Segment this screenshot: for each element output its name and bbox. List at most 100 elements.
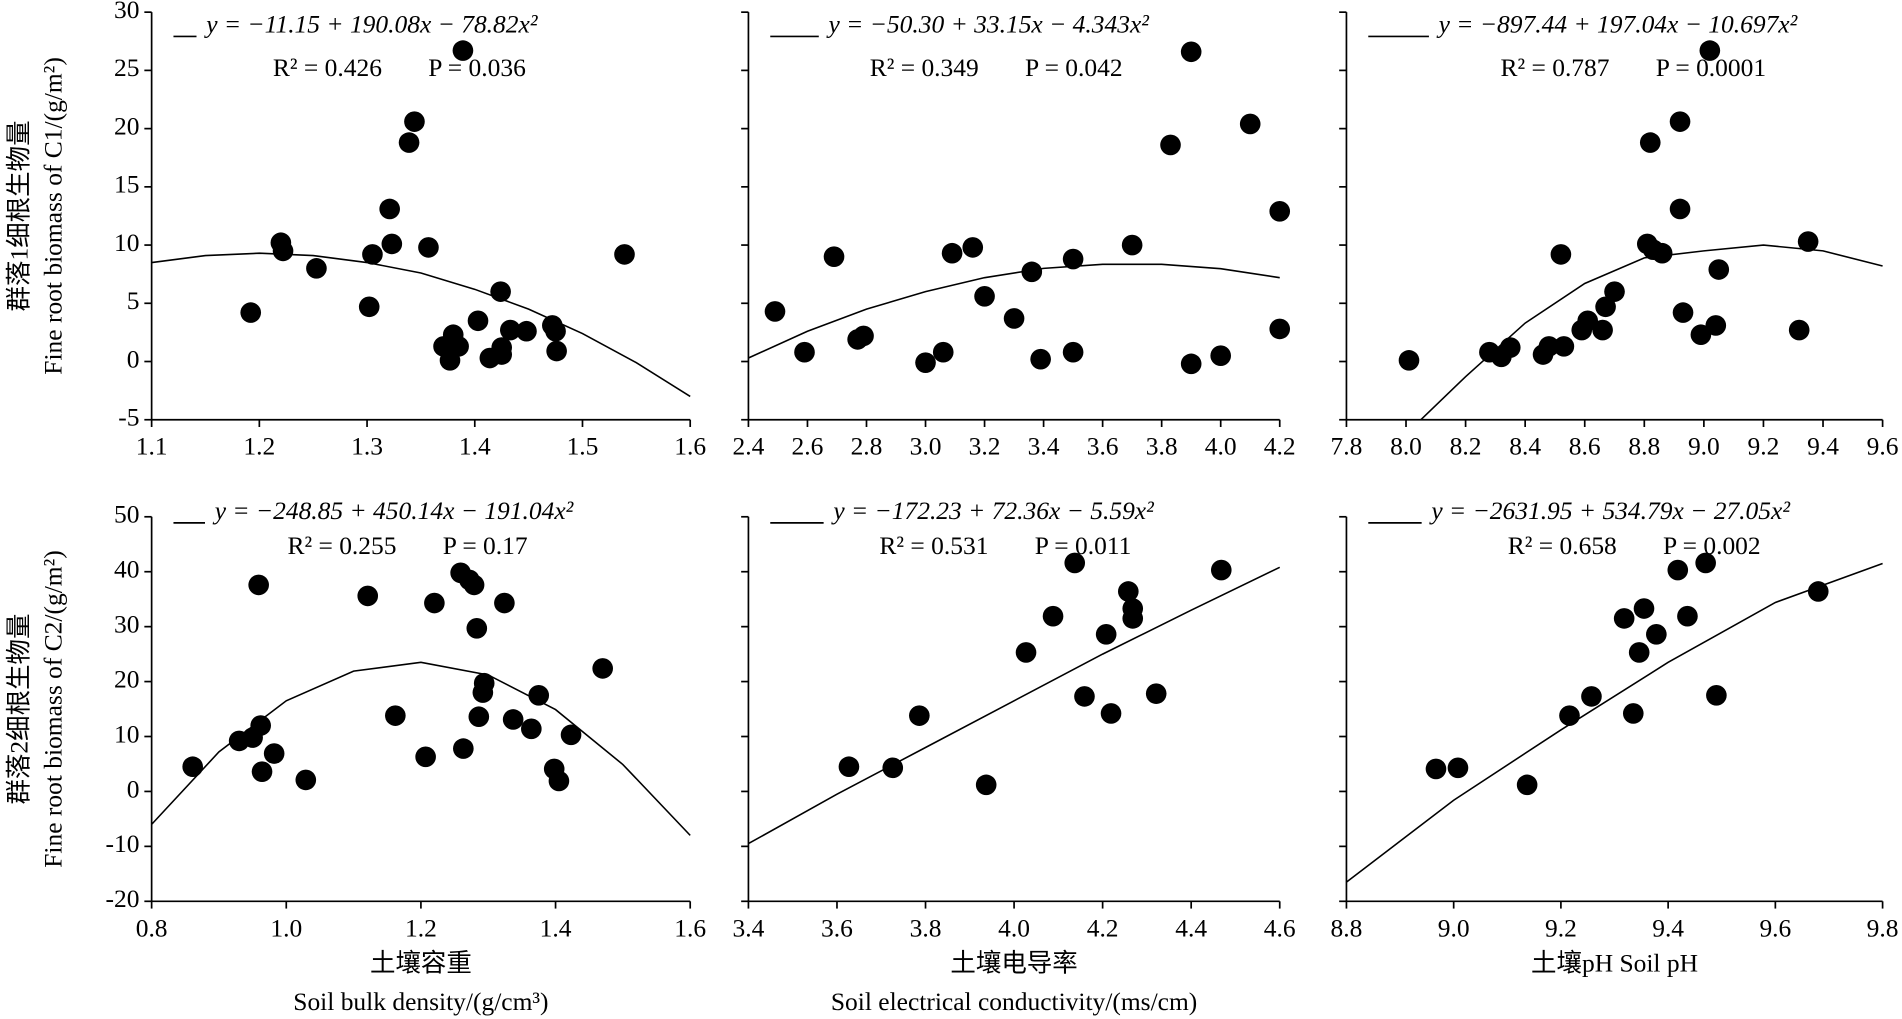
data-point xyxy=(1160,134,1181,156)
x-tick-label: 8.8 xyxy=(1628,432,1660,461)
data-point xyxy=(1269,200,1291,222)
data-point xyxy=(306,258,327,279)
data-point xyxy=(560,724,582,746)
x-tick-label: 8.6 xyxy=(1569,432,1601,461)
data-point xyxy=(1695,552,1716,574)
y-tick-label: -5 xyxy=(118,403,139,432)
y-axis-title: Fine root biomass of C1/(g/m²) xyxy=(39,57,68,374)
data-point xyxy=(764,301,786,322)
r-squared: R² = 0.531 xyxy=(879,531,988,560)
data-point xyxy=(1667,559,1689,581)
p-value: P = 0.17 xyxy=(443,531,528,560)
data-point xyxy=(546,340,567,362)
y-tick-label: 25 xyxy=(114,53,139,82)
data-point xyxy=(272,240,294,262)
equation: y = −2631.95 + 534.79x − 27.05x² xyxy=(1428,496,1790,525)
y-axis-title: 群落2细根生物量 xyxy=(5,614,34,805)
y-tick-label: 30 xyxy=(114,609,139,638)
x-tick-label: 9.0 xyxy=(1688,432,1720,461)
data-point xyxy=(1669,111,1691,132)
x-tick-label: 9.8 xyxy=(1867,913,1899,942)
data-point xyxy=(250,715,271,736)
x-tick-label: 9.4 xyxy=(1807,432,1839,461)
data-point xyxy=(467,310,489,332)
data-point xyxy=(1210,559,1232,581)
fit-curve xyxy=(1345,562,1883,883)
data-point xyxy=(1121,234,1143,256)
data-point xyxy=(1677,605,1698,627)
data-point xyxy=(974,285,995,307)
data-point xyxy=(357,585,379,607)
data-point xyxy=(521,718,542,740)
data-point xyxy=(1180,41,1202,63)
data-point xyxy=(490,281,511,302)
x-tick-label: 1.3 xyxy=(351,432,383,461)
data-point xyxy=(491,344,513,365)
data-point xyxy=(1577,310,1599,332)
fit-curve xyxy=(748,566,1281,845)
data-point xyxy=(240,302,262,323)
data-point xyxy=(909,705,930,726)
data-point xyxy=(545,320,566,342)
data-point xyxy=(915,352,936,373)
data-point xyxy=(1145,683,1167,704)
y-tick-label: 30 xyxy=(114,0,139,24)
data-point xyxy=(1550,244,1572,265)
data-point xyxy=(1797,231,1819,252)
data-point xyxy=(1015,642,1037,663)
y-tick-label: 20 xyxy=(114,664,139,693)
x-tick-label: 2.4 xyxy=(733,432,765,461)
y-tick-label: 15 xyxy=(114,170,139,199)
fit-curve xyxy=(748,263,1280,359)
x-tick-label: 1.0 xyxy=(270,913,302,942)
data-point xyxy=(1705,315,1727,336)
data-point xyxy=(251,761,273,782)
p-value: P = 0.0001 xyxy=(1656,53,1766,82)
y-tick-label: 10 xyxy=(114,719,139,748)
data-point xyxy=(385,705,406,726)
data-point xyxy=(853,325,874,347)
data-point xyxy=(614,244,635,265)
x-tick-label: 8.2 xyxy=(1450,432,1482,461)
x-tick-label: 3.8 xyxy=(1146,432,1178,461)
data-point xyxy=(1604,281,1625,302)
x-tick-label: 9.4 xyxy=(1652,913,1684,942)
data-point xyxy=(362,244,383,265)
data-point xyxy=(1425,758,1447,780)
data-point xyxy=(1672,302,1694,323)
data-point xyxy=(1669,198,1691,220)
data-point xyxy=(404,111,425,132)
data-point xyxy=(1095,624,1117,645)
x-tick-label: 3.2 xyxy=(969,432,1001,461)
y-tick-label: -10 xyxy=(106,829,140,858)
x-tick-label: 4.4 xyxy=(1175,913,1207,942)
x-tick-label: 4.6 xyxy=(1264,913,1296,942)
x-tick-label: 1.6 xyxy=(674,432,706,461)
data-point xyxy=(1003,308,1025,329)
data-point xyxy=(1062,341,1084,363)
y-tick-label: 0 xyxy=(127,344,140,373)
x-tick-label: 8.4 xyxy=(1509,432,1541,461)
data-point xyxy=(1239,113,1261,135)
data-point xyxy=(1708,259,1730,280)
data-point xyxy=(528,684,550,706)
data-point xyxy=(1210,345,1232,367)
data-point xyxy=(1516,774,1538,796)
x-axis-title: Soil electrical conductivity/(ms/cm) xyxy=(831,987,1197,1016)
equation: y = −50.30 + 33.15x − 4.343x² xyxy=(825,10,1149,39)
x-tick-label: 3.0 xyxy=(910,432,942,461)
data-point xyxy=(1117,581,1139,602)
x-tick-label: 9.0 xyxy=(1438,913,1470,942)
equation: y = −248.85 + 450.14x − 191.04x² xyxy=(212,496,574,525)
data-point xyxy=(1538,336,1560,357)
x-tick-label: 1.1 xyxy=(136,432,168,461)
data-point xyxy=(1595,296,1616,318)
x-tick-label: 1.4 xyxy=(540,913,572,942)
x-tick-label: 9.6 xyxy=(1759,913,1791,942)
x-axis-title: 土壤电导率 xyxy=(950,948,1077,977)
y-tick-label: 40 xyxy=(114,555,139,584)
r-squared: R² = 0.426 xyxy=(273,53,382,82)
data-point xyxy=(466,617,488,639)
data-point xyxy=(295,769,317,791)
